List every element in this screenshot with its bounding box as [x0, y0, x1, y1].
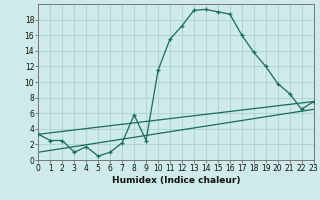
X-axis label: Humidex (Indice chaleur): Humidex (Indice chaleur) [112, 176, 240, 185]
